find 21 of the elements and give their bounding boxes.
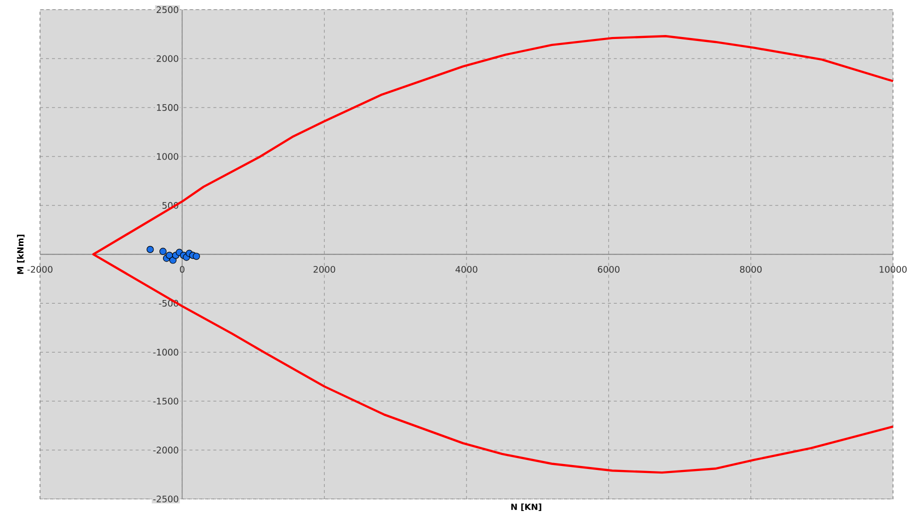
y-tick-label: -2000 bbox=[153, 446, 178, 454]
x-tick-label: -2000 bbox=[27, 266, 52, 273]
y-tick-label: 2500 bbox=[156, 6, 178, 14]
point bbox=[169, 256, 177, 264]
y-tick-label: 1000 bbox=[157, 153, 178, 160]
y-tick-label: 1500 bbox=[157, 104, 178, 111]
x-axis-title: N [KN] bbox=[511, 503, 542, 512]
x-tick-label: 10000 bbox=[880, 266, 907, 273]
x-tick-label: 2000 bbox=[314, 266, 336, 273]
y-axis-title: M [kNm] bbox=[16, 234, 25, 274]
x-tick-label: 0 bbox=[180, 266, 184, 273]
y-tick-label: -1000 bbox=[153, 348, 178, 356]
point bbox=[146, 246, 154, 254]
y-tick-label: -2500 bbox=[153, 496, 178, 502]
x-tick-label: 6000 bbox=[598, 266, 620, 273]
y-tick-label: -1500 bbox=[153, 398, 178, 405]
x-tick-label: 8000 bbox=[740, 266, 762, 273]
point bbox=[159, 248, 167, 255]
x-tick-label: 4000 bbox=[456, 266, 478, 273]
y-tick-label: 2000 bbox=[156, 55, 178, 62]
point bbox=[192, 252, 200, 260]
